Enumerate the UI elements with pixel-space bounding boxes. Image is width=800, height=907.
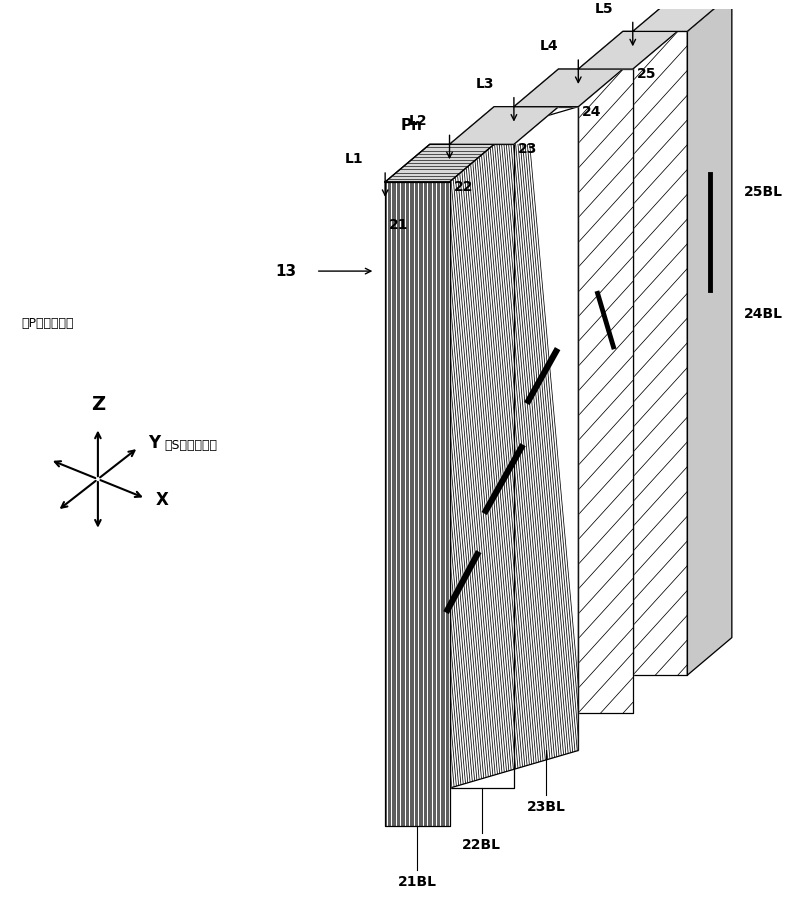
Text: 21BL: 21BL <box>398 875 437 889</box>
Text: 24: 24 <box>582 104 602 119</box>
Text: L2: L2 <box>409 114 428 129</box>
Polygon shape <box>514 69 623 107</box>
Polygon shape <box>514 69 623 107</box>
Polygon shape <box>450 107 558 144</box>
Text: Z: Z <box>91 395 105 414</box>
Text: L3: L3 <box>475 77 494 91</box>
Polygon shape <box>450 107 578 788</box>
Polygon shape <box>633 0 732 32</box>
Text: 21: 21 <box>389 218 409 231</box>
Text: L1: L1 <box>345 152 363 166</box>
Text: 13: 13 <box>275 264 297 278</box>
Text: （S偏振方向）: （S偏振方向） <box>164 439 218 452</box>
Polygon shape <box>385 144 494 182</box>
Text: 23BL: 23BL <box>526 800 566 814</box>
Text: 22: 22 <box>454 180 473 194</box>
Polygon shape <box>578 32 678 69</box>
Text: Y: Y <box>148 434 161 453</box>
Text: Pn: Pn <box>401 118 423 133</box>
Polygon shape <box>578 32 678 69</box>
Polygon shape <box>385 182 450 825</box>
Text: （P偏振方向）: （P偏振方向） <box>22 317 74 330</box>
Text: X: X <box>155 492 169 510</box>
Polygon shape <box>633 32 687 675</box>
Text: L4: L4 <box>540 39 558 54</box>
Polygon shape <box>450 144 514 788</box>
Text: 24BL: 24BL <box>744 307 782 321</box>
Text: 23: 23 <box>518 142 538 156</box>
Text: 25BL: 25BL <box>744 185 782 200</box>
Polygon shape <box>450 107 558 144</box>
Text: L5: L5 <box>594 2 613 15</box>
Polygon shape <box>687 0 732 675</box>
Polygon shape <box>514 107 578 750</box>
Text: 22BL: 22BL <box>462 838 502 852</box>
Polygon shape <box>633 0 732 32</box>
Polygon shape <box>385 144 494 182</box>
Polygon shape <box>578 69 633 713</box>
Text: 25: 25 <box>637 67 656 81</box>
